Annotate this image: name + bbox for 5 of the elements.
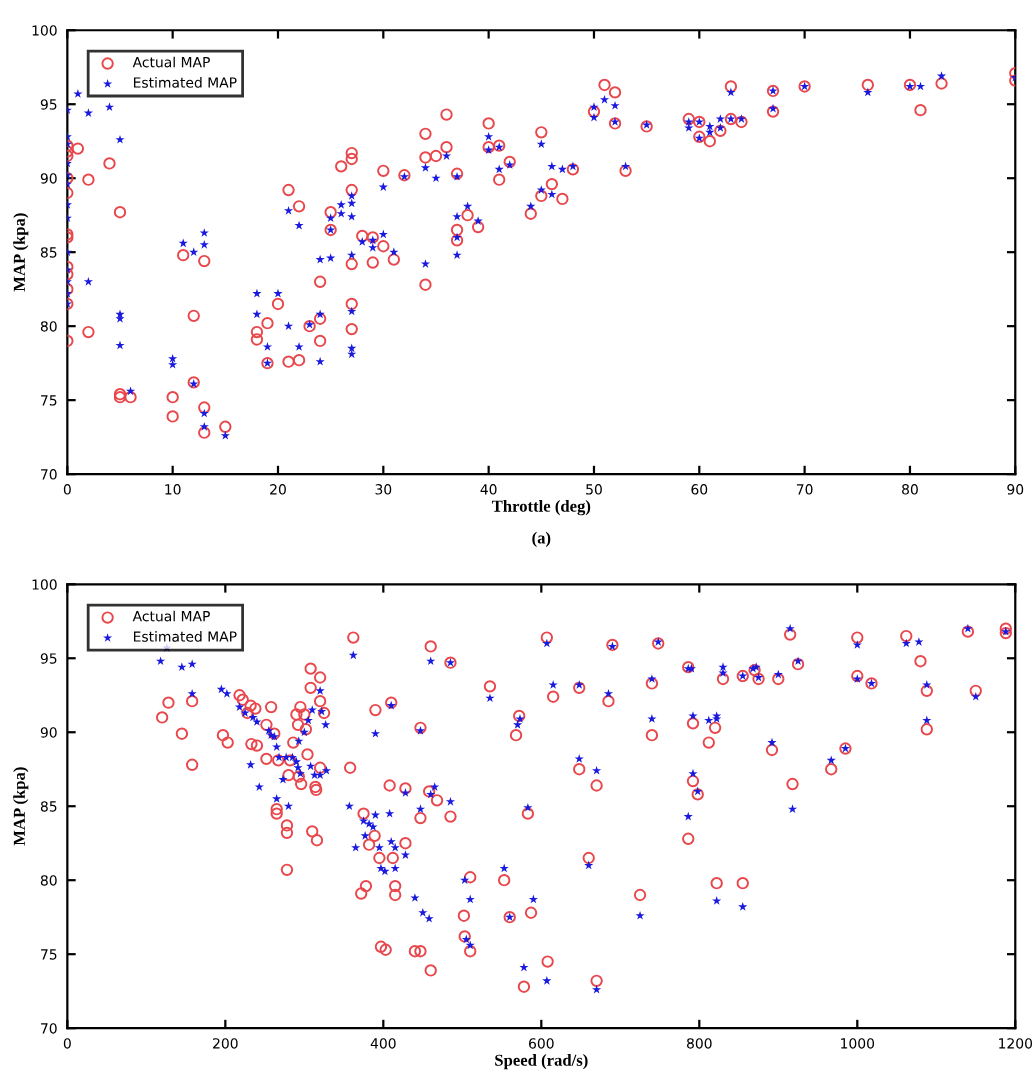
text: (a) [532,531,551,547]
y-axis-title: MAP (kpa) [13,767,29,846]
x-axis-title: Throttle (deg) [491,500,591,516]
x-axis-title: Speed (rad/s) [495,1054,588,1070]
y-axis-title: MAP (kpa) [13,213,29,292]
